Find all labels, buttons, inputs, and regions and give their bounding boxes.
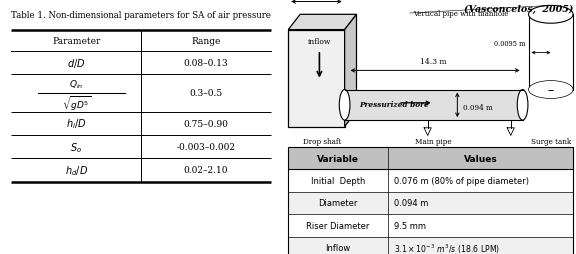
Text: $d/D$: $d/D$ — [67, 57, 85, 69]
Text: Vertical pipe with manhole: Vertical pipe with manhole — [413, 10, 508, 18]
Text: $Q_{in}$: $Q_{in}$ — [69, 78, 84, 90]
Text: Pressurized bore: Pressurized bore — [359, 100, 429, 108]
Bar — [344, 90, 522, 121]
Bar — [288, 170, 573, 192]
Text: Riser Diameter: Riser Diameter — [306, 221, 370, 230]
Text: 0.08–0.13: 0.08–0.13 — [184, 58, 229, 68]
Text: Diameter: Diameter — [319, 199, 358, 208]
Ellipse shape — [339, 90, 350, 121]
Text: 0.75–0.90: 0.75–0.90 — [184, 119, 229, 129]
Polygon shape — [344, 15, 357, 127]
Text: Table 1. Non-dimensional parameters for SA of air pressure: Table 1. Non-dimensional parameters for … — [11, 11, 271, 20]
Text: Surge tank: Surge tank — [530, 137, 571, 145]
Text: $\sqrt{gD^5}$: $\sqrt{gD^5}$ — [62, 94, 91, 113]
Text: Range: Range — [191, 37, 221, 45]
Text: Initial  Depth: Initial Depth — [311, 176, 365, 185]
Bar — [288, 30, 344, 127]
Text: 14.3 m: 14.3 m — [420, 58, 447, 66]
Text: Main pipe: Main pipe — [415, 137, 452, 145]
Bar — [288, 237, 573, 254]
Text: 0.076 m (80% of pipe diameter): 0.076 m (80% of pipe diameter) — [393, 176, 529, 185]
Text: 0.02–2.10: 0.02–2.10 — [184, 166, 228, 175]
Text: Values: Values — [464, 154, 497, 163]
Text: 9.5 mm: 9.5 mm — [393, 221, 426, 230]
Polygon shape — [288, 15, 357, 30]
Bar — [288, 192, 573, 214]
Text: inflow: inflow — [308, 38, 331, 46]
Ellipse shape — [529, 6, 573, 24]
Text: $h_i/D$: $h_i/D$ — [66, 117, 86, 131]
Text: (Vasconcelos,  2005): (Vasconcelos, 2005) — [464, 5, 573, 14]
Text: $S_o$: $S_o$ — [70, 140, 82, 154]
Text: Inflow: Inflow — [325, 243, 351, 252]
Text: 0.3–0.5: 0.3–0.5 — [190, 89, 223, 98]
Ellipse shape — [517, 90, 528, 121]
Text: -0.003–0.002: -0.003–0.002 — [177, 143, 236, 152]
Text: Drop shaft: Drop shaft — [303, 137, 342, 145]
Bar — [288, 147, 573, 254]
Bar — [529, 15, 573, 90]
Text: 0.094 m: 0.094 m — [463, 104, 493, 112]
Bar — [288, 147, 573, 170]
Text: Variable: Variable — [317, 154, 359, 163]
Text: 0.0095 m: 0.0095 m — [494, 40, 525, 48]
Bar — [288, 214, 573, 237]
Text: $h_d/D$: $h_d/D$ — [65, 163, 88, 177]
Text: Parameter: Parameter — [52, 37, 100, 45]
Text: $3.1 \times 10^{-3}\ \mathit{m}^3/\mathit{s}\ (18.6\ \mathrm{LPM})$: $3.1 \times 10^{-3}\ \mathit{m}^3/\mathi… — [393, 241, 500, 254]
Ellipse shape — [529, 81, 573, 99]
Text: 0.094 m: 0.094 m — [393, 199, 428, 208]
